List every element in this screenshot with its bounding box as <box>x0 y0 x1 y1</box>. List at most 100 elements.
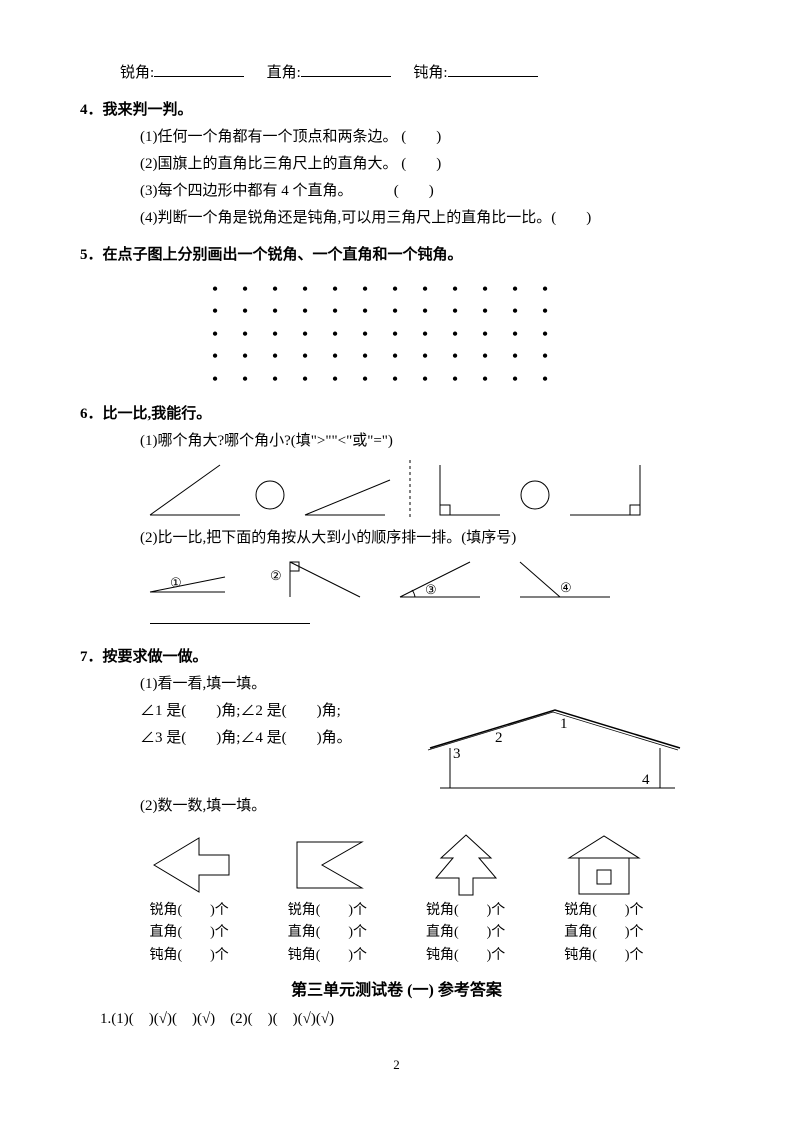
grid-dot: • <box>230 369 260 391</box>
q7-line1b: ∠3 是( )角;∠4 是( )角。 <box>140 725 420 752</box>
grid-dot: • <box>470 369 500 391</box>
grid-dot: • <box>470 324 500 346</box>
shape2-right: 直角( )个 <box>258 922 396 944</box>
house-label-1: 1 <box>560 716 568 732</box>
grid-dot: • <box>440 346 470 368</box>
shape2-acute: 锐角( )个 <box>258 900 396 922</box>
q6-sub1: (1)哪个角大?哪个角小?(填">""<"或"=") <box>140 428 713 455</box>
grid-dot: • <box>500 346 530 368</box>
grid-dot: • <box>530 279 560 301</box>
label-2: ② <box>270 568 282 583</box>
acute-label: 锐角: <box>120 65 154 81</box>
shape3-obtuse: 钝角( )个 <box>397 945 535 967</box>
q4-item-2: (2)国旗上的直角比三角尺上的直角大。 ( ) <box>140 151 713 178</box>
obtuse-label: 钝角: <box>413 65 447 81</box>
grid-dot: • <box>530 346 560 368</box>
shape-3-col: 锐角( )个 直角( )个 钝角( )个 <box>397 830 535 967</box>
answers-line1: 1.(1)( )(√)( )(√) (2)( )( )(√)(√) <box>100 1006 713 1033</box>
grid-dot: • <box>380 324 410 346</box>
answers-title: 第三单元测试卷 (一) 参考答案 <box>80 977 713 1006</box>
grid-dot: • <box>290 324 320 346</box>
shape4-obtuse: 钝角( )个 <box>535 945 673 967</box>
shapes-row: 锐角( )个 直角( )个 钝角( )个 锐角( )个 直角( )个 钝角( )… <box>120 830 673 967</box>
q6-title: 6．比一比,我能行。 <box>80 401 713 428</box>
grid-dot: • <box>440 279 470 301</box>
grid-dot: • <box>350 279 380 301</box>
grid-dot: • <box>260 369 290 391</box>
grid-dot: • <box>440 324 470 346</box>
shape3-right: 直角( )个 <box>397 922 535 944</box>
grid-dot: • <box>260 324 290 346</box>
grid-dot: • <box>260 346 290 368</box>
grid-dot: • <box>200 279 230 301</box>
shape4-acute: 锐角( )个 <box>535 900 673 922</box>
shape1-acute: 锐角( )个 <box>120 900 258 922</box>
q4-item-4: (4)判断一个角是锐角还是钝角,可以用三角尺上的直角比一比。( ) <box>140 205 713 232</box>
grid-dot: • <box>410 369 440 391</box>
grid-dot: • <box>260 279 290 301</box>
q6-order-blank[interactable] <box>150 608 310 624</box>
page-number: 2 <box>80 1053 713 1076</box>
arrow-icon <box>144 830 234 900</box>
grid-dot: • <box>380 346 410 368</box>
grid-dot: • <box>230 324 260 346</box>
q6-angles-row1 <box>140 455 713 525</box>
grid-dot: • <box>470 279 500 301</box>
grid-dot: • <box>530 369 560 391</box>
right-label: 直角: <box>267 65 301 81</box>
grid-dot: • <box>200 324 230 346</box>
right-blank[interactable] <box>301 61 391 77</box>
grid-dot: • <box>380 279 410 301</box>
q6-sub2: (2)比一比,把下面的角按从大到小的顺序排一排。(填序号) <box>140 525 713 552</box>
tree-icon <box>421 830 511 900</box>
grid-dot: • <box>200 369 230 391</box>
grid-dot: • <box>530 324 560 346</box>
flag-icon <box>282 830 372 900</box>
q7-sub2: (2)数一数,填一填。 <box>140 793 713 820</box>
grid-dot: • <box>350 346 380 368</box>
q7-line1a: ∠1 是( )角;∠2 是( )角; <box>140 698 420 725</box>
grid-dot: • <box>380 301 410 323</box>
grid-dot: • <box>350 369 380 391</box>
grid-dot: • <box>500 279 530 301</box>
acute-blank[interactable] <box>154 61 244 77</box>
grid-dot: • <box>440 369 470 391</box>
grid-dot: • <box>320 324 350 346</box>
grid-dot: • <box>260 301 290 323</box>
q7-sub1: (1)看一看,填一填。 <box>140 671 713 698</box>
grid-dot: • <box>500 301 530 323</box>
house-icon <box>559 830 649 900</box>
grid-dot: • <box>410 279 440 301</box>
grid-dot: • <box>290 346 320 368</box>
grid-dot: • <box>410 346 440 368</box>
q6-angles-row2: ① ② ③ ④ <box>140 552 713 634</box>
grid-dot: • <box>200 301 230 323</box>
grid-dot: • <box>230 346 260 368</box>
obtuse-blank[interactable] <box>448 61 538 77</box>
label-3: ③ <box>425 582 437 597</box>
shape2-obtuse: 钝角( )个 <box>258 945 396 967</box>
q4-title: 4．我来判一判。 <box>80 97 713 124</box>
grid-dot: • <box>440 301 470 323</box>
grid-dot: • <box>470 346 500 368</box>
grid-dot: • <box>200 346 230 368</box>
grid-dot: • <box>350 301 380 323</box>
house-figure: 1 2 3 4 <box>420 698 690 793</box>
angle-blank-row: 锐角: 直角: 钝角: <box>120 60 713 87</box>
grid-dot: • <box>380 369 410 391</box>
label-1: ① <box>170 575 182 590</box>
grid-dot: • <box>470 301 500 323</box>
grid-dot: • <box>320 279 350 301</box>
house-label-3: 3 <box>453 746 461 762</box>
grid-dot: • <box>530 301 560 323</box>
grid-dot: • <box>230 301 260 323</box>
shape1-right: 直角( )个 <box>120 922 258 944</box>
shape-1-col: 锐角( )个 直角( )个 钝角( )个 <box>120 830 258 967</box>
grid-dot: • <box>290 279 320 301</box>
grid-dot: • <box>410 301 440 323</box>
q5-title: 5．在点子图上分别画出一个锐角、一个直角和一个钝角。 <box>80 242 713 269</box>
q4-item-1: (1)任何一个角都有一个顶点和两条边。 ( ) <box>140 124 713 151</box>
grid-dot: • <box>320 369 350 391</box>
shape-4-col: 锐角( )个 直角( )个 钝角( )个 <box>535 830 673 967</box>
label-4: ④ <box>560 580 572 595</box>
